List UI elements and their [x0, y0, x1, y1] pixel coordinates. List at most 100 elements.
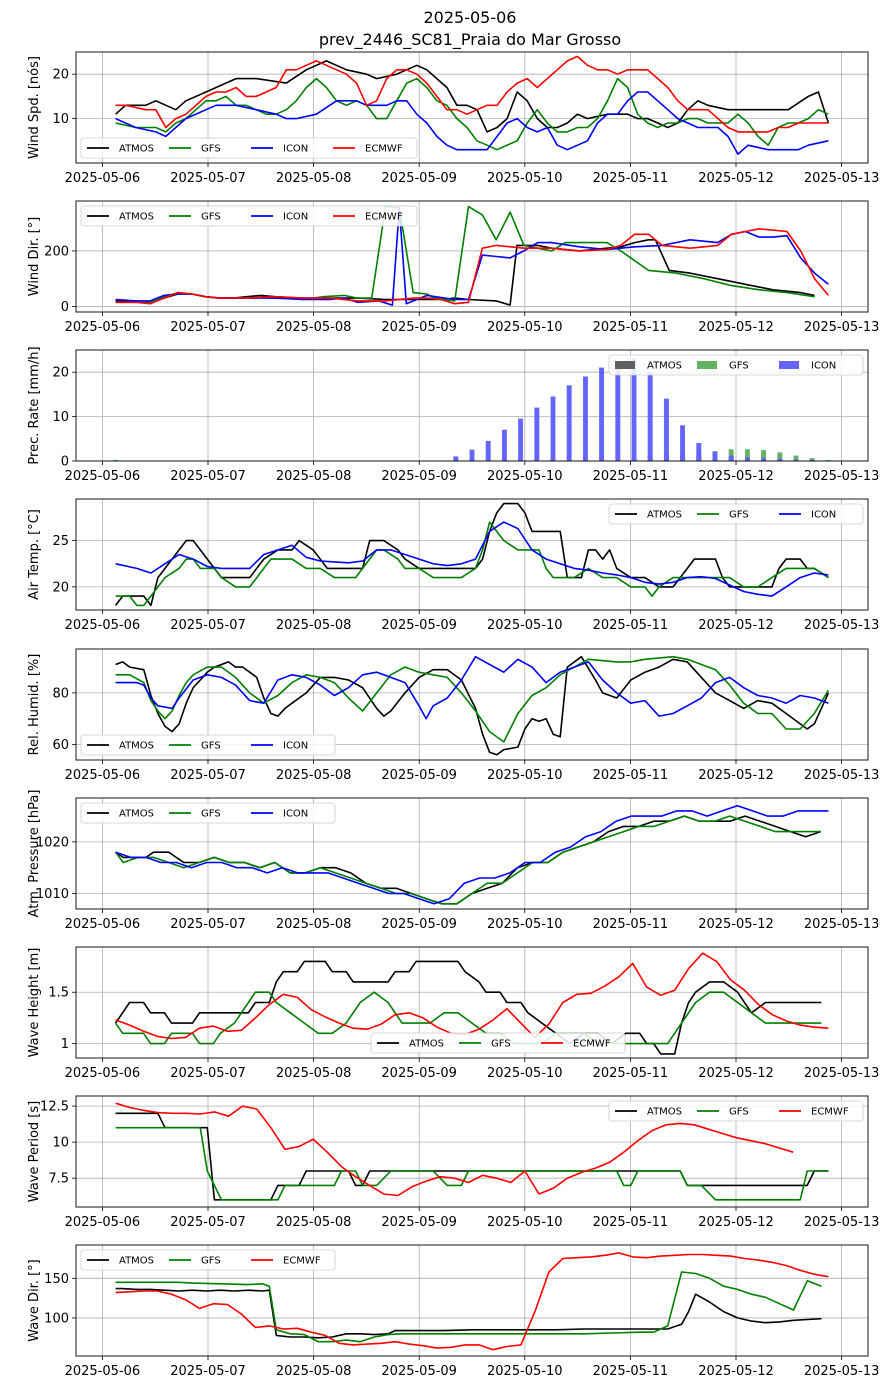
- y-tick-label: 0: [61, 300, 69, 315]
- y-tick-label: 20: [52, 366, 69, 381]
- bar-icon: [712, 451, 718, 461]
- x-tick-label: 2025-05-09: [381, 469, 457, 484]
- legend: ATMOS GFS ICON: [608, 503, 864, 525]
- panel-4: 2025-05-06 2025-05-07 2025-05-08 2025-05-09…: [27, 498, 879, 633]
- bar-icon: [696, 443, 702, 461]
- panel-5: 2025-05-06 2025-05-07 2025-05-08 2025-05-09…: [27, 648, 879, 783]
- bar-icon: [680, 425, 686, 461]
- axes-frame: [75, 797, 869, 910]
- legend-label-gfs: GFS: [201, 741, 221, 752]
- y-tick-label: 1020: [36, 835, 69, 850]
- bar-icon: [534, 407, 540, 461]
- y-tick-label: 150: [44, 1272, 69, 1287]
- bar-icon: [599, 367, 605, 461]
- plot-area: [114, 952, 829, 1055]
- x-tick-label: 2025-05-06: [65, 171, 141, 186]
- series-line-gfs: [115, 1271, 822, 1343]
- legend-swatch-icon: [779, 361, 799, 369]
- x-tick-label: 2025-05-07: [170, 768, 246, 783]
- figure-title-line1: 2025-05-06: [424, 8, 517, 27]
- figure-title-line2: prev_2446_SC81_Praia do Mar Grosso: [319, 30, 621, 50]
- axes-frame: [75, 1095, 869, 1208]
- x-tick-label: 2025-05-10: [487, 320, 563, 335]
- series-line-ecmwf: [115, 1102, 794, 1197]
- series-line-atmos: [114, 960, 822, 1055]
- x-tick-label: 2025-05-11: [593, 917, 669, 932]
- legend-label-atmos: ATMOS: [119, 741, 154, 752]
- legend-box: [80, 137, 418, 159]
- axes-frame: [75, 1244, 869, 1357]
- bar-icon: [518, 418, 524, 461]
- x-tick-label: 2025-05-12: [698, 1215, 774, 1230]
- x-tick-label: 2025-05-11: [593, 469, 669, 484]
- x-tick-label: 2025-05-07: [170, 1066, 246, 1081]
- legend-label-atmos: ATMOS: [647, 1107, 682, 1118]
- x-tick-label: 2025-05-09: [381, 320, 457, 335]
- axes-frame: [75, 498, 869, 611]
- x-tick-label: 2025-05-06: [65, 320, 141, 335]
- legend-label-gfs: GFS: [729, 510, 749, 521]
- x-tick-label: 2025-05-08: [276, 1364, 352, 1379]
- legend-label-atmos: ATMOS: [409, 1039, 444, 1050]
- y-axis-label: Wave Height [m]: [27, 948, 42, 1058]
- plot-area: [114, 804, 829, 905]
- series-line-gfs: [114, 815, 821, 905]
- x-tick-label: 2025-05-13: [804, 171, 880, 186]
- panel-6: 2025-05-06 2025-05-07 2025-05-08 2025-05-09…: [27, 790, 879, 932]
- x-tick-label: 2025-05-13: [804, 320, 880, 335]
- x-tick-label: 2025-05-08: [276, 618, 352, 633]
- panel-9: 2025-05-06 2025-05-07 2025-05-08 2025-05-09…: [27, 1244, 879, 1379]
- x-tick-label: 2025-05-08: [276, 917, 352, 932]
- x-tick-label: 2025-05-12: [698, 469, 774, 484]
- bar-icon: [615, 360, 621, 461]
- axes-frame: [75, 200, 869, 313]
- panels: 2025-05-06 2025-05-07 2025-05-08 2025-05-09…: [27, 51, 880, 1379]
- y-tick-label: 200: [44, 244, 69, 259]
- x-tick-label: 2025-05-08: [276, 171, 352, 186]
- bar-icon: [728, 455, 734, 461]
- x-tick-label: 2025-05-07: [170, 320, 246, 335]
- legend-label-icon: ICON: [283, 809, 308, 820]
- plot-area: [113, 358, 831, 461]
- legend-box: [80, 1249, 336, 1271]
- panel-1: 2025-05-06 2025-05-07 2025-05-08 2025-05-09…: [27, 51, 880, 186]
- y-axis-label: Wind Spd. [nós]: [27, 56, 42, 159]
- x-tick-label: 2025-05-11: [593, 768, 669, 783]
- x-tick-label: 2025-05-06: [65, 917, 141, 932]
- x-tick-label: 2025-05-11: [593, 1364, 669, 1379]
- plot-area: [114, 502, 829, 607]
- bar-icon: [566, 385, 572, 461]
- panel-2: 2025-05-06 2025-05-07 2025-05-08 2025-05-09…: [27, 200, 880, 335]
- x-tick-label: 2025-05-12: [698, 320, 774, 335]
- legend: ATMOS GFS ECMWF: [608, 1100, 864, 1122]
- x-tick-label: 2025-05-12: [698, 171, 774, 186]
- axes-frame: [75, 349, 869, 462]
- x-tick-label: 2025-05-07: [170, 469, 246, 484]
- x-tick-label: 2025-05-08: [276, 1066, 352, 1081]
- x-tick-label: 2025-05-10: [487, 1215, 563, 1230]
- x-tick-label: 2025-05-06: [65, 1364, 141, 1379]
- bar-icon: [453, 456, 459, 461]
- y-tick-label: 1: [61, 1037, 69, 1052]
- legend-label-gfs: GFS: [491, 1039, 511, 1050]
- x-tick-label: 2025-05-07: [170, 1215, 246, 1230]
- series-line-gfs: [115, 521, 829, 607]
- legend: ATMOS GFS ICON: [80, 734, 336, 756]
- x-tick-label: 2025-05-12: [698, 1364, 774, 1379]
- x-tick-label: 2025-05-10: [487, 917, 563, 932]
- series-line-gfs: [114, 991, 822, 1045]
- x-tick-label: 2025-05-07: [170, 917, 246, 932]
- legend-label-icon: ICON: [283, 144, 308, 155]
- legend-label-atmos: ATMOS: [119, 212, 154, 223]
- x-tick-label: 2025-05-12: [698, 768, 774, 783]
- x-tick-label: 2025-05-11: [593, 1215, 669, 1230]
- legend-box: [80, 205, 418, 227]
- y-tick-label: 7.5: [48, 1172, 69, 1187]
- y-axis-label: Wave Dir. [°]: [27, 1259, 42, 1342]
- y-tick-label: 20: [52, 68, 69, 83]
- legend-label-gfs: GFS: [201, 1256, 221, 1267]
- legend-label-atmos: ATMOS: [119, 809, 154, 820]
- y-tick-label: 12.5: [40, 1100, 69, 1115]
- legend-swatch-atmos: [615, 361, 635, 369]
- series-line-atmos: [115, 655, 830, 756]
